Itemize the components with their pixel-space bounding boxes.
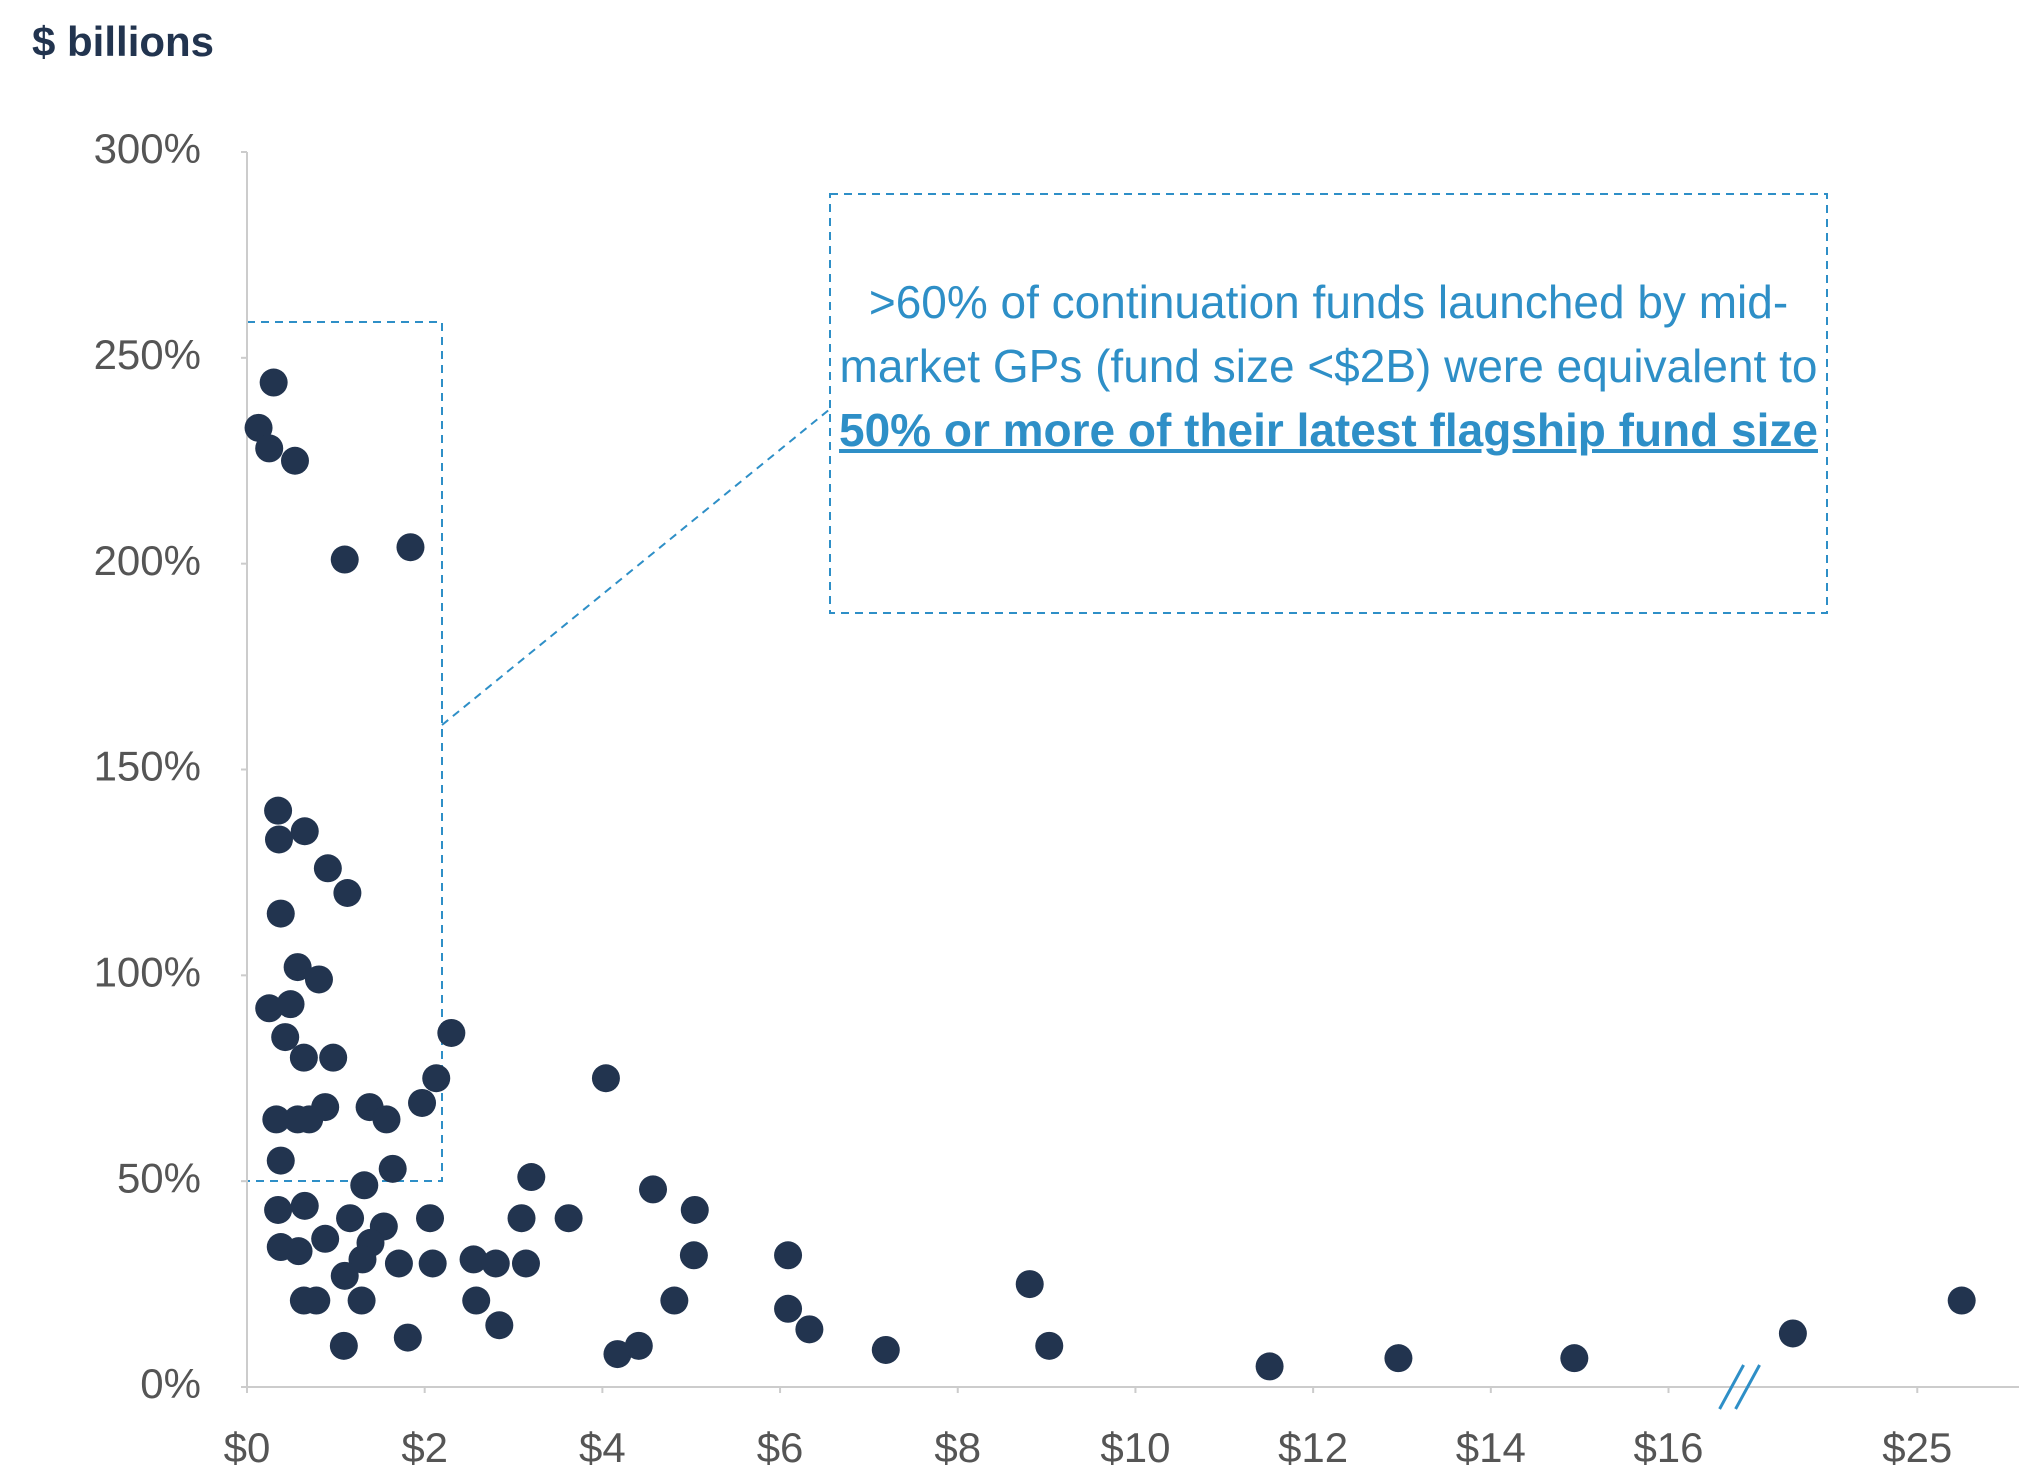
annotation-emphasis: 50% or more of their latest flagship fun… [839,404,1818,456]
point [1947,1286,1976,1315]
point [679,1241,708,1270]
x-tick-label: $4 [579,1424,626,1471]
x-tick-label: $25 [1882,1424,1952,1471]
point [333,879,362,907]
point [459,1245,488,1274]
point [639,1175,668,1204]
point [660,1286,689,1315]
point [284,1237,313,1266]
point [290,1191,319,1220]
point [481,1249,510,1278]
point [280,446,309,475]
point [774,1241,803,1270]
point [1560,1344,1589,1373]
point [295,1105,324,1134]
point [408,1088,437,1117]
point [624,1331,653,1360]
highlight-box [246,321,443,1182]
point [330,1261,359,1290]
annotation: >60% of continuation funds launched by m… [830,270,1827,462]
point [289,1043,318,1072]
point [276,990,305,1019]
y-tick-label: 300% [94,125,201,172]
y-tick-label: 100% [94,948,201,995]
point [603,1340,632,1369]
point [680,1195,709,1224]
point [795,1315,824,1344]
point [507,1204,536,1233]
point [264,1195,293,1224]
point [591,1064,620,1093]
point [290,817,319,846]
point [255,434,284,463]
point [350,1171,379,1200]
x-tick-label: $0 [224,1424,271,1471]
y-tick-label: 50% [117,1154,201,1201]
x-tick-label: $12 [1278,1424,1348,1471]
point [1035,1331,1064,1360]
point [418,1249,447,1278]
point [372,1105,401,1134]
point [244,413,273,442]
point [329,1331,358,1360]
point [517,1163,546,1192]
point [396,533,425,562]
point [311,1224,340,1253]
point [1255,1352,1284,1381]
point [437,1018,466,1047]
point [266,1146,295,1175]
point [485,1311,514,1340]
point [259,368,288,397]
point [348,1245,377,1274]
point [384,1249,413,1278]
point [283,953,312,982]
point [347,1286,376,1315]
point [416,1204,445,1233]
point [302,1286,331,1315]
point [336,1204,365,1233]
unit-label: $ billions [32,18,214,65]
x-tick-label: $10 [1100,1424,1170,1471]
point [313,854,342,883]
y-tick-label: 0% [140,1360,201,1407]
x-tick-label: $6 [757,1424,804,1471]
point [1015,1270,1044,1299]
x-tick-label: $14 [1456,1424,1526,1471]
point [511,1249,540,1278]
x-tick-label: $16 [1633,1424,1703,1471]
point [554,1204,583,1233]
point [462,1286,491,1315]
point [378,1154,407,1183]
point [330,545,359,574]
point [393,1323,422,1352]
point [871,1335,900,1364]
point [264,796,293,825]
annotation-text: >60% of continuation funds launched by m… [839,276,1818,392]
point [304,965,333,994]
point [319,1043,348,1072]
point [271,1023,300,1052]
point [262,1105,291,1134]
point [422,1064,451,1093]
axis-break [1734,1364,1761,1410]
connector [441,408,831,726]
point [1384,1344,1413,1373]
point [255,994,284,1023]
point [266,899,295,928]
x-tick-label: $2 [401,1424,448,1471]
y-tick-label: 250% [94,331,201,378]
point [1778,1319,1807,1348]
point [264,825,293,854]
annotation-box [829,193,1828,614]
y-tick-label: 200% [94,537,201,584]
x-tick-label: $8 [934,1424,981,1471]
point [774,1294,803,1323]
axis-break [1718,1364,1745,1410]
y-tick-label: 150% [94,743,201,790]
